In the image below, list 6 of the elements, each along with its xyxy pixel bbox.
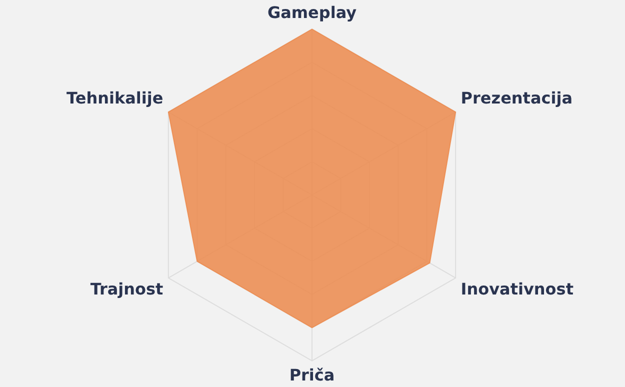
spoke-label: Priča <box>289 366 335 385</box>
spoke-label: Gameplay <box>267 2 358 22</box>
spoke-label: Prezentacija <box>460 88 572 108</box>
spoke-label: Inovativnost <box>460 280 574 299</box>
spoke-label: Tehnikalije <box>66 88 164 108</box>
spoke-label: Trajnost <box>90 280 164 299</box>
